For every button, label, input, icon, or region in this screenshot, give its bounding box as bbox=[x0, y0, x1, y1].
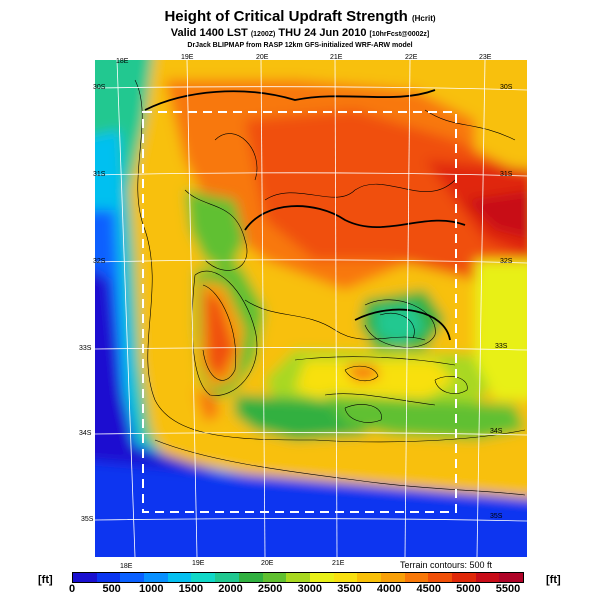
colorbar-swatch bbox=[215, 573, 239, 582]
colorbar-tick-label: 3000 bbox=[297, 583, 323, 595]
colorbar-tick-label: 2500 bbox=[257, 583, 283, 595]
colorbar-tick-label: 4500 bbox=[416, 583, 441, 595]
lon-label-bottom-1: 19E bbox=[192, 560, 205, 567]
lon-label-top-5: 23E bbox=[479, 54, 492, 61]
map-subtitle: Valid 1400 LST (1200Z) THU 24 Jun 2010 [… bbox=[170, 27, 430, 39]
graticule bbox=[95, 60, 527, 557]
lat-label-left-3: 33S bbox=[79, 345, 92, 352]
colorbar-tick-label: 500 bbox=[102, 583, 121, 595]
lon-label-bottom-2: 20E bbox=[261, 560, 274, 567]
colorbar-tick-label: 5000 bbox=[456, 583, 481, 595]
lat-label-right-1: 31S bbox=[500, 171, 513, 178]
colorbar-swatch bbox=[191, 573, 216, 582]
colorbar-tick-label: 3500 bbox=[337, 583, 362, 595]
lat-label-right-2: 32S bbox=[500, 258, 513, 265]
colorbar-swatch bbox=[404, 573, 429, 582]
model-credit: DrJack BLIPMAP from RASP 12km GFS-initia… bbox=[187, 42, 413, 49]
lon-label-top-3: 21E bbox=[330, 54, 343, 61]
lat-label-right-3: 33S bbox=[495, 343, 508, 350]
colorbar-swatch bbox=[144, 573, 168, 582]
colorbar-tick-label: 5500 bbox=[495, 583, 521, 595]
lat-label-right-0: 30S bbox=[500, 84, 513, 91]
terrain-contour-note: Terrain contours: 500 ft bbox=[400, 560, 493, 570]
hcrit-map-canvas[interactable] bbox=[95, 60, 527, 557]
colorbar-swatch bbox=[96, 573, 121, 582]
hcrit-map[interactable]: 18E 19E 20E 21E 22E 23E 18E 19E 20E 21E … bbox=[79, 54, 527, 570]
lon-label-top-0: 18E bbox=[116, 58, 129, 65]
lat-label-right-5: 35S bbox=[490, 513, 503, 520]
colorbar-tick-label: 1000 bbox=[139, 583, 164, 595]
colorbar-swatch bbox=[357, 573, 381, 582]
colorbar-tick-label: 1500 bbox=[178, 583, 204, 595]
colorbar-swatch bbox=[333, 573, 358, 582]
inner-domain-box bbox=[142, 111, 457, 513]
colorbar-swatch bbox=[286, 573, 310, 582]
lat-label-left-5: 35S bbox=[81, 516, 94, 523]
colorbar-swatch bbox=[475, 573, 500, 582]
lon-label-top-2: 20E bbox=[256, 54, 269, 61]
colorbar-tick-label: 0 bbox=[68, 583, 76, 595]
lat-label-left-4: 34S bbox=[79, 430, 92, 437]
colorbar-swatch bbox=[238, 573, 263, 582]
colorbar-swatch bbox=[380, 573, 405, 582]
lat-label-left-1: 31S bbox=[93, 171, 106, 178]
colorbar-tick-label: 4000 bbox=[376, 583, 402, 595]
colorbar-swatch bbox=[167, 573, 192, 582]
colorbar-swatch bbox=[73, 573, 97, 582]
hcrit-field bbox=[95, 60, 527, 557]
colorbar-swatch bbox=[309, 573, 334, 582]
colorbar-swatch bbox=[428, 573, 452, 582]
map-title: Height of Critical Updraft Strength (Hcr… bbox=[164, 8, 436, 25]
critical-contours bbox=[144, 89, 466, 341]
lon-label-bottom-3: 21E bbox=[332, 560, 345, 567]
colorbar-swatch bbox=[499, 573, 524, 582]
lon-label-top-4: 22E bbox=[405, 54, 418, 61]
colorbar-tick-label: 2000 bbox=[218, 583, 243, 595]
colorbar-unit-right: [ft] bbox=[546, 574, 561, 586]
colorbar-ticks: 0 500 1000 1500 2000 2500 3000 3500 4000 4500 5000… bbox=[68, 583, 524, 599]
lat-label-left-0: 30S bbox=[93, 84, 106, 91]
lat-label-right-4: 34S bbox=[490, 428, 503, 435]
lon-label-top-1: 19E bbox=[181, 54, 194, 61]
colorbar bbox=[72, 572, 524, 583]
colorbar-swatch bbox=[120, 573, 145, 582]
colorbar-swatch bbox=[452, 573, 476, 582]
colorbar-unit-left: [ft] bbox=[38, 574, 53, 586]
colorbar-swatch bbox=[262, 573, 287, 582]
lat-label-left-2: 32S bbox=[93, 258, 106, 265]
lon-label-bottom-0: 18E bbox=[120, 563, 133, 570]
